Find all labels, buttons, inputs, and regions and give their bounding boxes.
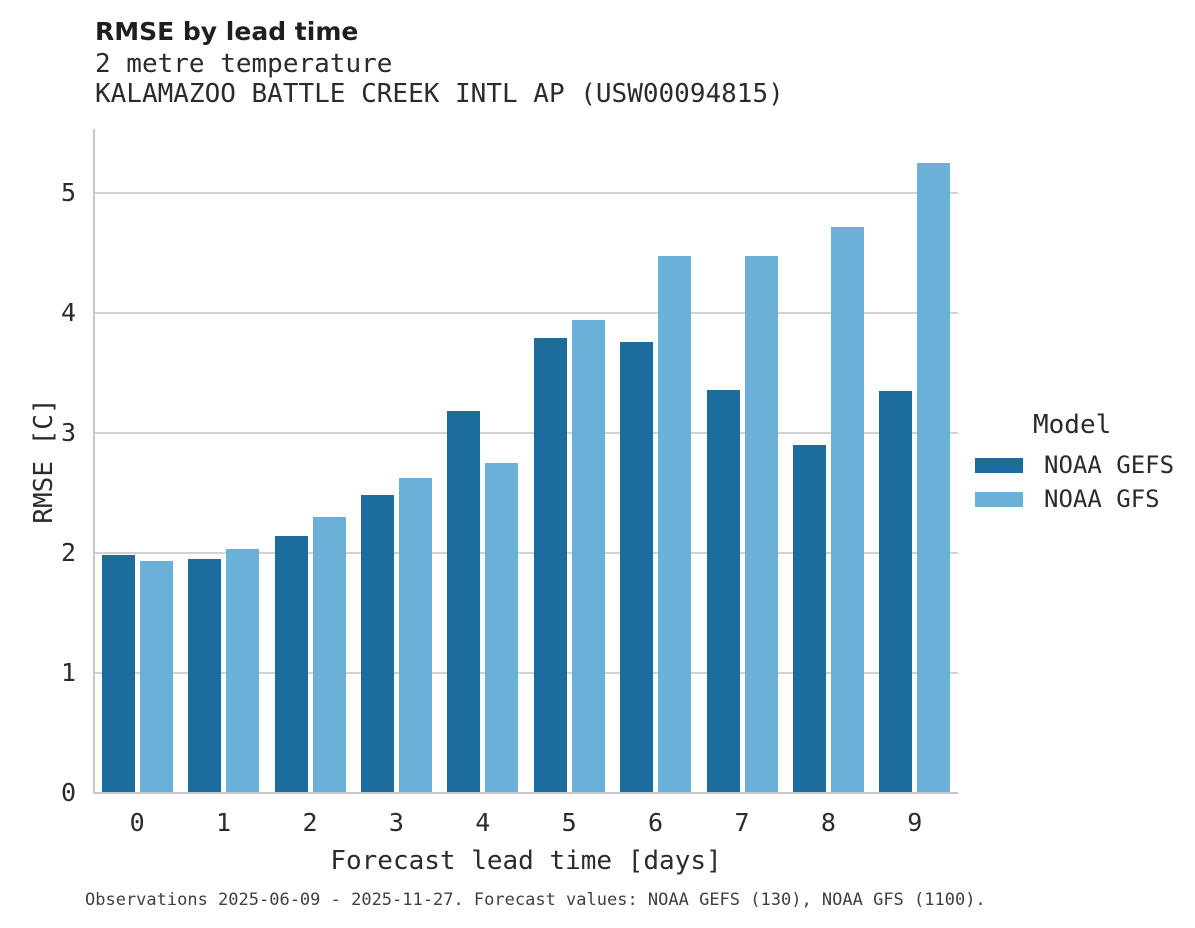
- gridline-y4: [94, 311, 958, 314]
- chart-subtitle-line2: KALAMAZOO BATTLE CREEK INTL AP (USW00094…: [95, 78, 784, 109]
- bar-noaa-gfs-lead0: [139, 561, 173, 793]
- x-tick-label-5: 5: [561, 808, 577, 837]
- y-tick-label-3: 3: [60, 417, 76, 447]
- footnote-caption: Observations 2025-06-09 - 2025-11-27. Fo…: [85, 890, 986, 910]
- legend-swatch-noaa-gfs: [975, 491, 1023, 507]
- y-tick-label-0: 0: [60, 778, 76, 807]
- legend-label-noaa-gefs: NOAA GEFS: [1044, 451, 1175, 479]
- x-axis-label: Forecast lead time [days]: [330, 846, 722, 876]
- legend-label-noaa-gfs: NOAA GFS: [1044, 485, 1160, 513]
- x-axis-spine: [93, 792, 958, 794]
- x-tick-label-1: 1: [216, 808, 232, 837]
- gridline-y2: [94, 551, 958, 554]
- gridline-y1: [94, 671, 958, 674]
- x-tick-label-2: 2: [302, 808, 318, 837]
- x-tick-label-6: 6: [648, 808, 664, 837]
- bar-noaa-gefs-lead1: [188, 558, 222, 793]
- bar-noaa-gfs-lead4: [485, 462, 519, 793]
- bar-noaa-gefs-lead2: [274, 536, 308, 793]
- gridline-y3: [94, 431, 958, 434]
- x-tick-label-7: 7: [734, 808, 750, 837]
- y-axis-label: RMSE [C]: [29, 398, 59, 524]
- y-axis-spine: [93, 129, 95, 794]
- legend-swatch-noaa-gefs: [975, 457, 1023, 473]
- y-tick-label-4: 4: [60, 297, 76, 327]
- x-tick-label-9: 9: [907, 808, 923, 837]
- legend-title: Model: [1033, 410, 1112, 440]
- bar-noaa-gefs-lead5: [533, 337, 567, 793]
- bar-noaa-gefs-lead3: [360, 495, 394, 793]
- bar-noaa-gfs-lead8: [830, 227, 864, 793]
- bar-noaa-gfs-lead5: [571, 319, 605, 793]
- y-tick-label-5: 5: [60, 177, 76, 207]
- bar-noaa-gefs-lead6: [620, 341, 654, 793]
- x-tick-label-0: 0: [129, 808, 145, 837]
- bar-noaa-gfs-lead7: [744, 256, 778, 793]
- chart-title: RMSE by lead time: [95, 17, 359, 46]
- y-tick-label-1: 1: [60, 657, 76, 687]
- bar-noaa-gefs-lead8: [792, 444, 826, 793]
- bar-noaa-gefs-lead0: [101, 555, 135, 793]
- bar-noaa-gfs-lead9: [917, 162, 951, 793]
- bar-noaa-gfs-lead6: [658, 256, 692, 793]
- bar-noaa-gfs-lead2: [312, 516, 346, 793]
- bar-noaa-gfs-lead3: [398, 478, 432, 793]
- bar-noaa-gfs-lead1: [226, 549, 260, 793]
- bar-noaa-gefs-lead9: [879, 390, 913, 793]
- legend-item-noaa-gefs: NOAA GEFS: [975, 448, 1190, 482]
- chart-subtitle-line1: 2 metre temperature: [95, 49, 393, 79]
- x-tick-label-4: 4: [475, 808, 491, 837]
- x-tick-label-8: 8: [820, 808, 836, 837]
- bar-noaa-gefs-lead4: [447, 411, 481, 793]
- chart-subtitle: 2 metre temperature KALAMAZOO BATTLE CREE…: [95, 49, 784, 109]
- y-tick-label-2: 2: [60, 537, 76, 567]
- legend: Model NOAA GEFS NOAA GFS: [975, 410, 1190, 516]
- x-tick-label-3: 3: [388, 808, 404, 837]
- bar-noaa-gefs-lead7: [706, 389, 740, 793]
- gridline-y5: [94, 191, 958, 194]
- legend-item-noaa-gfs: NOAA GFS: [975, 482, 1190, 516]
